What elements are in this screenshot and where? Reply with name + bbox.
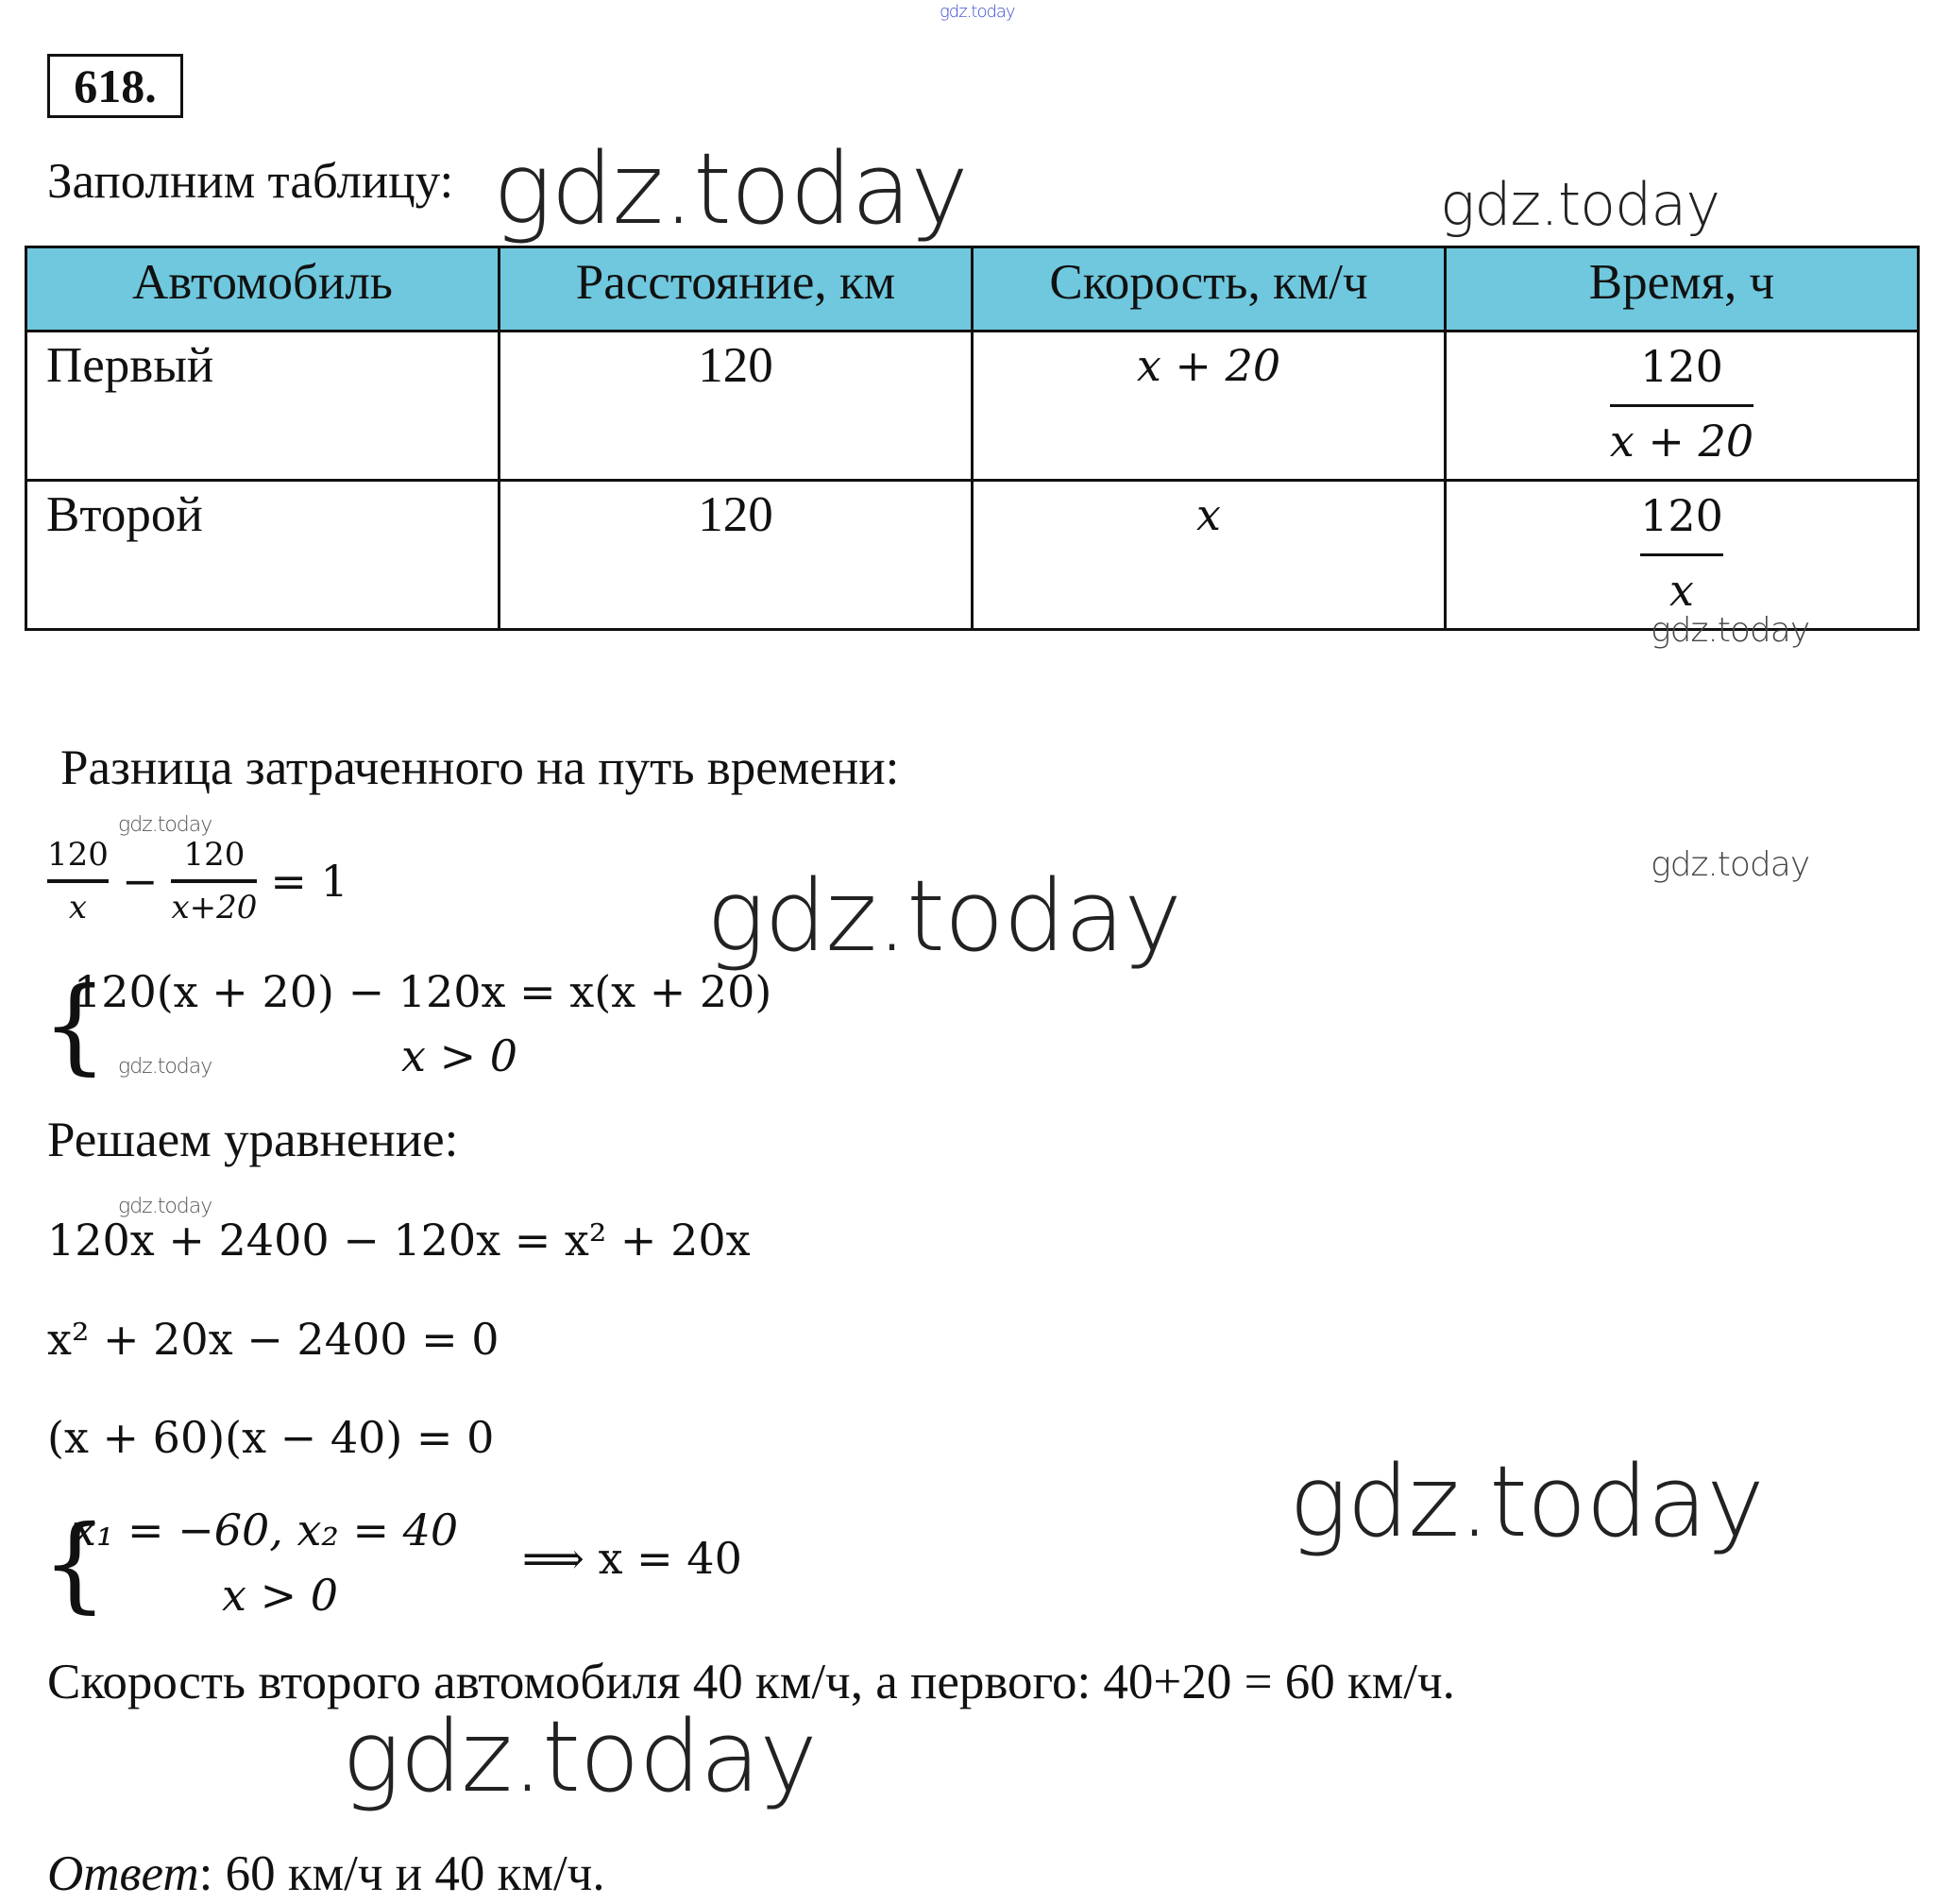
fraction-bar (1640, 553, 1723, 556)
header-time: Время, ч (1444, 246, 1920, 332)
step-3: (x + 60)(x − 40) = 0 (47, 1412, 495, 1463)
system2-line1: x₁ = −60, x₂ = 40 (72, 1504, 459, 1556)
answer-label: Ответ (47, 1846, 199, 1901)
denominator: x (68, 889, 88, 926)
watermark: gdz.today (1651, 611, 1810, 650)
system1-line2: x > 0 (401, 1030, 517, 1081)
solve-title: Решаем уравнение: (47, 1113, 459, 1167)
fraction-bar (1609, 404, 1754, 407)
header-watermark: gdz.today (940, 2, 1016, 22)
watermark: gdz.today (118, 813, 212, 837)
cell-speed: x (971, 479, 1447, 631)
watermark: gdz.today (118, 1195, 212, 1218)
time-fraction: 120 x + 20 (1609, 341, 1754, 467)
step-1: 120x + 2400 − 120x = x² + 20x (47, 1215, 751, 1266)
cell-time: 120 x + 20 (1444, 330, 1920, 482)
time-fraction: 120 x (1640, 491, 1723, 615)
data-table: Автомобиль Расстояние, км Скорость, км/ч… (25, 246, 1920, 631)
fraction-2: 120 x+20 (171, 836, 258, 926)
diff-title: Разница затраченного на путь времени: (60, 740, 900, 795)
watermark: gdz.today (118, 1055, 212, 1079)
table-header-row: Автомобиль Расстояние, км Скорость, км/ч… (25, 246, 1920, 332)
watermark: gdz.today (493, 131, 969, 246)
fraction-bar (171, 879, 258, 883)
cell-car: Первый (25, 330, 500, 482)
fraction-1: 120 x (47, 836, 109, 926)
numerator: 120 (183, 836, 246, 874)
watermark: gdz.today (1440, 170, 1720, 239)
header-car: Автомобиль (25, 246, 500, 332)
answer: Ответ: 60 км/ч и 40 км/ч. (47, 1845, 605, 1902)
system1-line1: 120(x + 20) − 120x = x(x + 20) (74, 966, 772, 1017)
cell-speed: x + 20 (971, 330, 1447, 482)
numerator: 120 (1640, 490, 1723, 541)
problem-number: 618. (47, 54, 183, 118)
fraction-equation: 120 x − 120 x+20 = 1 (47, 836, 348, 926)
system-brace: { (42, 1503, 108, 1624)
cell-distance: 120 (498, 479, 974, 631)
answer-text: : 60 км/ч и 40 км/ч. (198, 1846, 605, 1901)
watermark: gdz.today (1651, 845, 1810, 884)
step-2: x² + 20x − 2400 = 0 (47, 1314, 500, 1365)
watermark: gdz.today (706, 858, 1182, 974)
system2-line2: x > 0 (222, 1570, 338, 1621)
speed-value: x + 20 (1136, 340, 1281, 391)
header-distance: Расстояние, км (498, 246, 974, 332)
table-row: Первый 120 x + 20 120 x + 20 (25, 330, 1920, 482)
numerator: 120 (1640, 341, 1723, 392)
cell-time: 120 x (1444, 479, 1920, 631)
cell-car: Второй (25, 479, 500, 631)
system-brace: { (42, 964, 108, 1085)
denominator: x + 20 (1609, 416, 1754, 467)
speed-value: x (1196, 489, 1221, 540)
intro-text: Заполним таблицу: (47, 154, 454, 209)
fraction-bar (47, 879, 109, 883)
numerator: 120 (47, 836, 109, 874)
table-row: Второй 120 x 120 x (25, 479, 1920, 631)
cell-distance: 120 (498, 330, 974, 482)
minus-sign: − (121, 856, 159, 907)
watermark: gdz.today (342, 1699, 818, 1814)
implies-result: ⟹ x = 40 (522, 1533, 742, 1584)
watermark: gdz.today (1289, 1444, 1765, 1559)
header-speed: Скорость, км/ч (971, 246, 1447, 332)
conclusion: Скорость второго автомобиля 40 км/ч, а п… (47, 1655, 1455, 1709)
denominator: x+20 (171, 889, 258, 926)
equation-rhs: = 1 (270, 856, 348, 907)
denominator: x (1669, 565, 1694, 616)
